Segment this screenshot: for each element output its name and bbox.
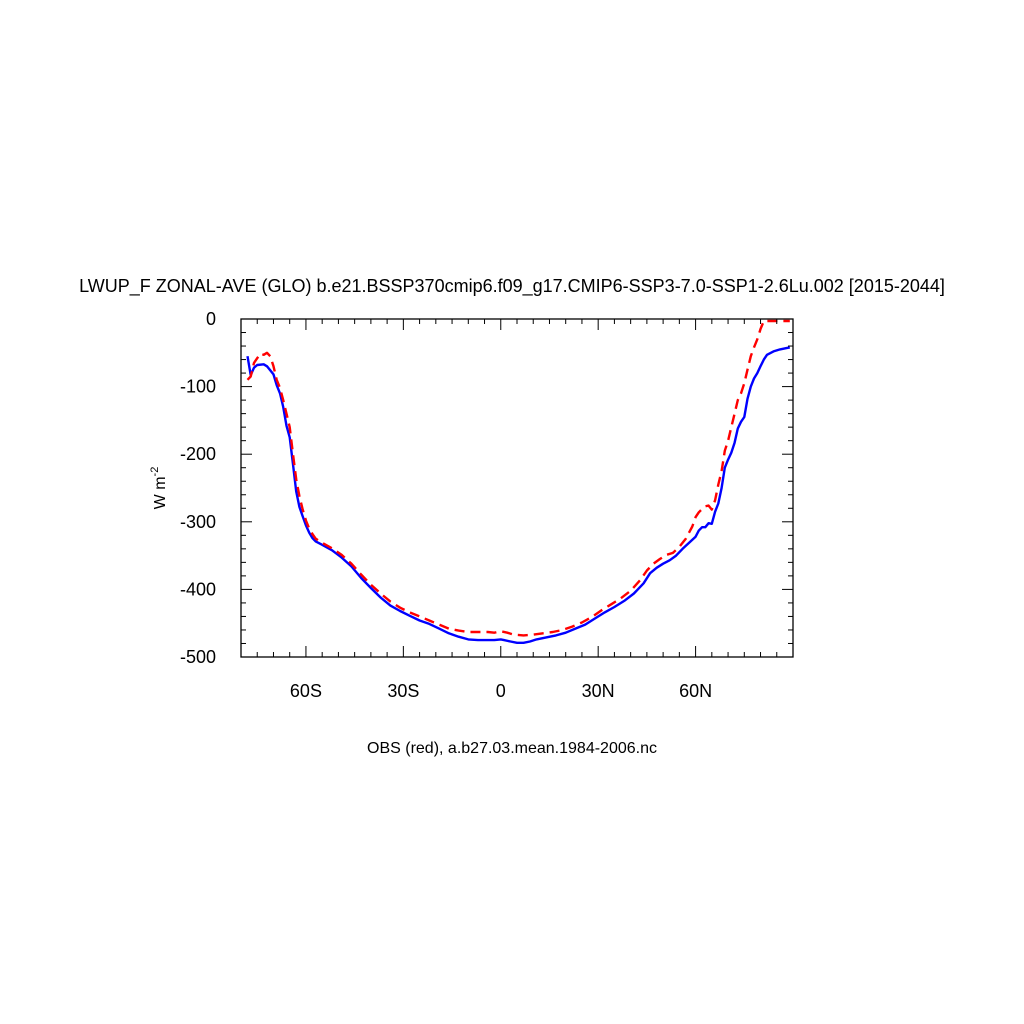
x-tick-label: 60S — [290, 681, 322, 701]
series-line-2 — [246, 319, 790, 637]
plot-frame — [240, 318, 794, 658]
y-tick-label: -500 — [180, 647, 216, 667]
y-axis-label-exponent: -2 — [149, 467, 161, 477]
x-tick-label: 30S — [387, 681, 419, 701]
y-tick-label: -400 — [180, 579, 216, 599]
y-tick-label: -200 — [180, 444, 216, 464]
x-tick-label: 30N — [582, 681, 615, 701]
y-tick-label: -300 — [180, 512, 216, 532]
y-axis-label: W m-2 — [149, 467, 169, 510]
plot-area: 60S 30S 0 30N 60N 0 -100 -200 -300 -400 -500 — [180, 309, 794, 701]
y-tick-label: -100 — [180, 377, 216, 397]
x-tick-label: 60N — [679, 681, 712, 701]
y-tick-label: 0 — [206, 309, 216, 329]
series-line-1 — [246, 346, 791, 644]
x-tick-label: 0 — [496, 681, 506, 701]
y-axis-label-base: W m — [152, 476, 169, 509]
chart-title: LWUP_F ZONAL-AVE (GLO) b.e21.BSSP370cmip… — [79, 276, 945, 297]
chart-footer: OBS (red), a.b27.03.mean.1984-2006.nc — [367, 740, 657, 757]
